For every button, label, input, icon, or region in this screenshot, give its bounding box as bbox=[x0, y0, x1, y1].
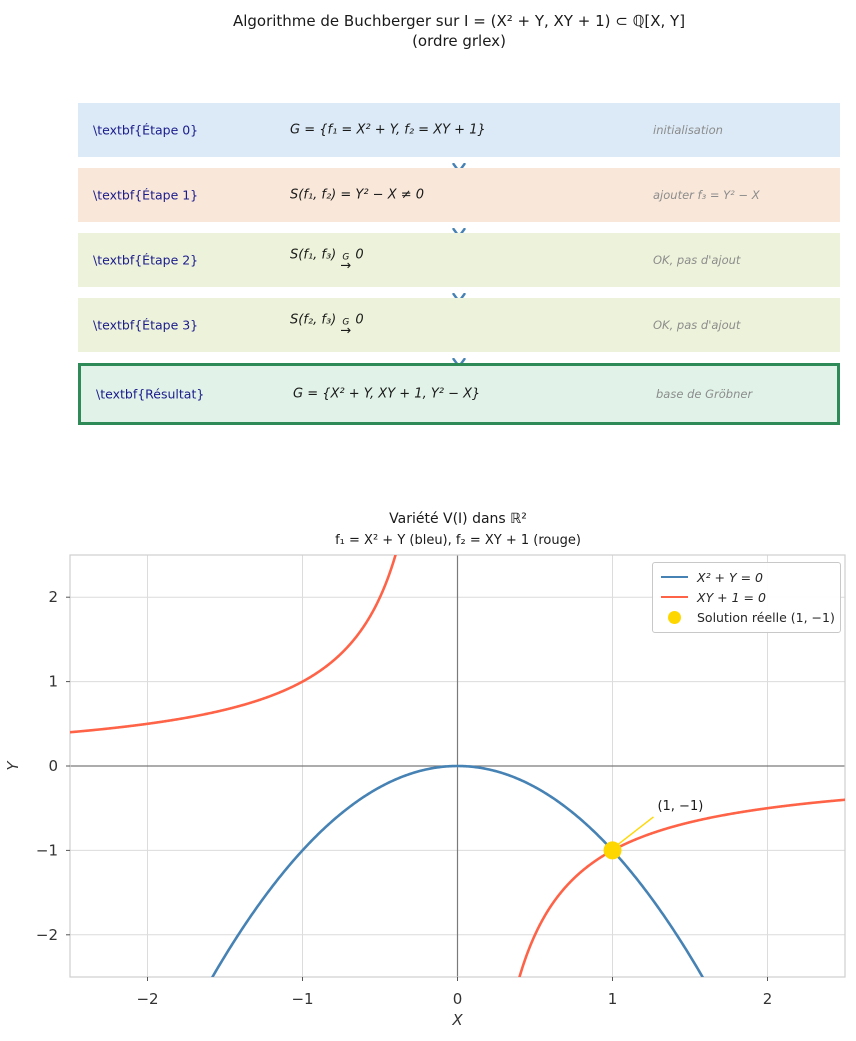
legend-entry-series-0: X² + Y = 0 bbox=[661, 567, 832, 587]
chart-subtitle: f₁ = X² + Y (bleu), f₂ = XY + 1 (rouge) bbox=[335, 533, 581, 548]
legend-label: Solution réelle (1, −1) bbox=[697, 610, 835, 626]
reduces-to-arrow: G → bbox=[340, 317, 352, 339]
step-formula: S(f₁, f₂) = Y² − X ≠ 0 bbox=[290, 187, 425, 203]
legend-entry-series-1: XY + 1 = 0 bbox=[661, 587, 832, 607]
step-label: \textbf{Étape 3} bbox=[93, 317, 199, 333]
down-arrow-icon bbox=[452, 223, 466, 239]
solution-point bbox=[603, 841, 622, 860]
step-label: \textbf{Étape 0} bbox=[93, 122, 199, 138]
x-axis-label: X bbox=[451, 1011, 463, 1029]
flow-step-result: \textbf{Résultat} G = {X² + Y, XY + 1, Y²… bbox=[78, 363, 840, 425]
step-note: OK, pas d'ajout bbox=[653, 253, 741, 267]
legend-swatch bbox=[661, 611, 688, 625]
step-formula: S(f₁, f₃) G → 0 bbox=[290, 247, 364, 274]
step-formula: G = {X² + Y, XY + 1, Y² − X} bbox=[293, 386, 481, 402]
flow-step-2: \textbf{Étape 2} S(f₁, f₃) G → 0 OK, pas d'… bbox=[78, 233, 840, 287]
x-tick-label: 2 bbox=[763, 990, 773, 1008]
chart-title: Variété V(I) dans ℝ² bbox=[389, 511, 527, 527]
x-tick-label: 0 bbox=[453, 990, 463, 1008]
legend-label: XY + 1 = 0 bbox=[697, 589, 766, 605]
curve-series-1 bbox=[518, 798, 845, 977]
curve-series-0 bbox=[210, 764, 705, 977]
y-tick-label: 0 bbox=[48, 757, 58, 775]
down-arrow-icon bbox=[452, 353, 466, 369]
legend-entry-point: Solution réelle (1, −1) bbox=[661, 608, 835, 628]
flow-step-1: \textbf{Étape 1} S(f₁, f₂) = Y² − X ≠ 0 aj… bbox=[78, 168, 840, 222]
step-formula: G = {f₁ = X² + Y, f₂ = XY + 1} bbox=[290, 122, 486, 138]
step-note: OK, pas d'ajout bbox=[653, 318, 741, 332]
step-label: \textbf{Étape 2} bbox=[93, 252, 199, 268]
y-tick-label: −2 bbox=[36, 926, 58, 944]
y-tick-label: 2 bbox=[48, 588, 58, 606]
down-arrow-icon bbox=[452, 288, 466, 304]
step-formula: S(f₂, f₃) G → 0 bbox=[290, 312, 364, 339]
down-arrow-icon bbox=[452, 158, 466, 174]
step-label: \textbf{Étape 1} bbox=[93, 187, 199, 203]
x-tick-label: −2 bbox=[136, 990, 158, 1008]
figure-title-line2: (ordre grlex) bbox=[412, 32, 506, 50]
variety-plot: (1, −1) −2 −1 0 1 2 −2 −1 0 1 2 X Y bbox=[4, 554, 846, 1029]
x-tick-label: 1 bbox=[608, 990, 618, 1008]
y-tick-label: 1 bbox=[48, 673, 58, 691]
flow-step-0: \textbf{Étape 0} G = {f₁ = X² + Y, f₂ = X… bbox=[78, 103, 840, 157]
y-axis-label: Y bbox=[4, 760, 22, 771]
legend-swatch bbox=[661, 596, 688, 599]
y-tick-label: −1 bbox=[36, 841, 58, 859]
step-note: base de Gröbner bbox=[656, 387, 753, 401]
step-note: ajouter f₃ = Y² − X bbox=[653, 188, 760, 202]
figure-title: Algorithme de Buchberger sur I = (X² + Y… bbox=[233, 11, 685, 51]
legend-swatch bbox=[661, 576, 688, 579]
legend-label: X² + Y = 0 bbox=[697, 569, 764, 585]
legend: X² + Y = 0 XY + 1 = 0 Solution réelle (1, … bbox=[652, 562, 841, 633]
figure-title-line1: Algorithme de Buchberger sur I = (X² + Y… bbox=[232, 12, 686, 30]
step-label: \textbf{Résultat} bbox=[96, 386, 205, 402]
annotation-line bbox=[615, 816, 654, 847]
curve-series-1 bbox=[70, 555, 397, 734]
reduces-to-arrow: G → bbox=[340, 252, 352, 274]
flow-step-3: \textbf{Étape 3} S(f₂, f₃) G → 0 OK, pas d'… bbox=[78, 298, 840, 352]
annotation-text: (1, −1) bbox=[657, 799, 703, 814]
step-note: initialisation bbox=[653, 123, 723, 137]
x-tick-label: −1 bbox=[291, 990, 313, 1008]
